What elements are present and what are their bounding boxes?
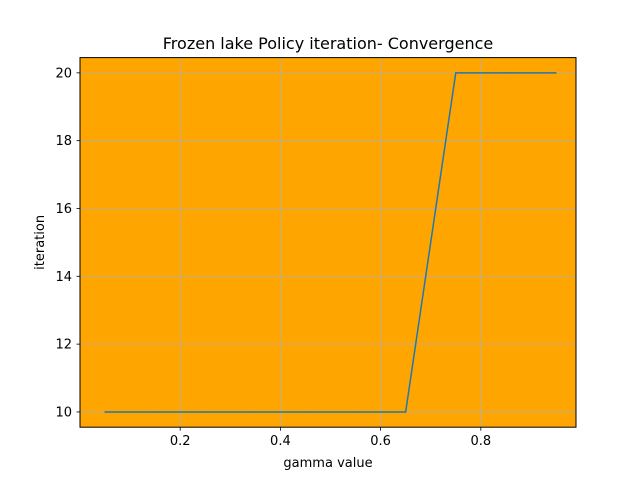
y-tick-label: 14 <box>55 270 72 285</box>
x-tick-label: 0.8 <box>470 434 491 449</box>
chart-title: Frozen lake Policy iteration- Convergenc… <box>163 34 493 53</box>
y-tick-label: 18 <box>55 134 72 149</box>
y-tick-label: 10 <box>55 405 72 420</box>
data-point <box>104 411 106 413</box>
data-point <box>204 411 207 413</box>
data-point <box>154 411 156 413</box>
series-line <box>105 72 556 413</box>
x-tick-label: 0.6 <box>370 434 391 449</box>
data-point <box>455 72 457 74</box>
x-axis-label: gamma value <box>283 456 372 471</box>
y-axis-ticks: 10 12 14 16 18 20 <box>55 66 80 420</box>
y-tick-label: 12 <box>55 338 72 353</box>
data-point <box>304 411 307 413</box>
data-point <box>354 411 357 413</box>
x-tick-label: 0.2 <box>170 434 191 449</box>
y-tick-label: 16 <box>55 202 72 217</box>
series-layer <box>104 72 557 413</box>
plot-frame <box>79 57 577 428</box>
y-tick-label: 20 <box>55 66 72 81</box>
data-point <box>404 411 407 413</box>
data-point <box>555 72 557 74</box>
y-axis-label: iteration <box>33 215 48 270</box>
x-tick-label: 0.4 <box>270 434 291 449</box>
data-point <box>254 411 257 413</box>
x-axis-ticks: 0.2 0.4 0.6 0.8 <box>170 427 491 449</box>
plot-area <box>80 57 576 428</box>
data-point <box>505 72 507 74</box>
